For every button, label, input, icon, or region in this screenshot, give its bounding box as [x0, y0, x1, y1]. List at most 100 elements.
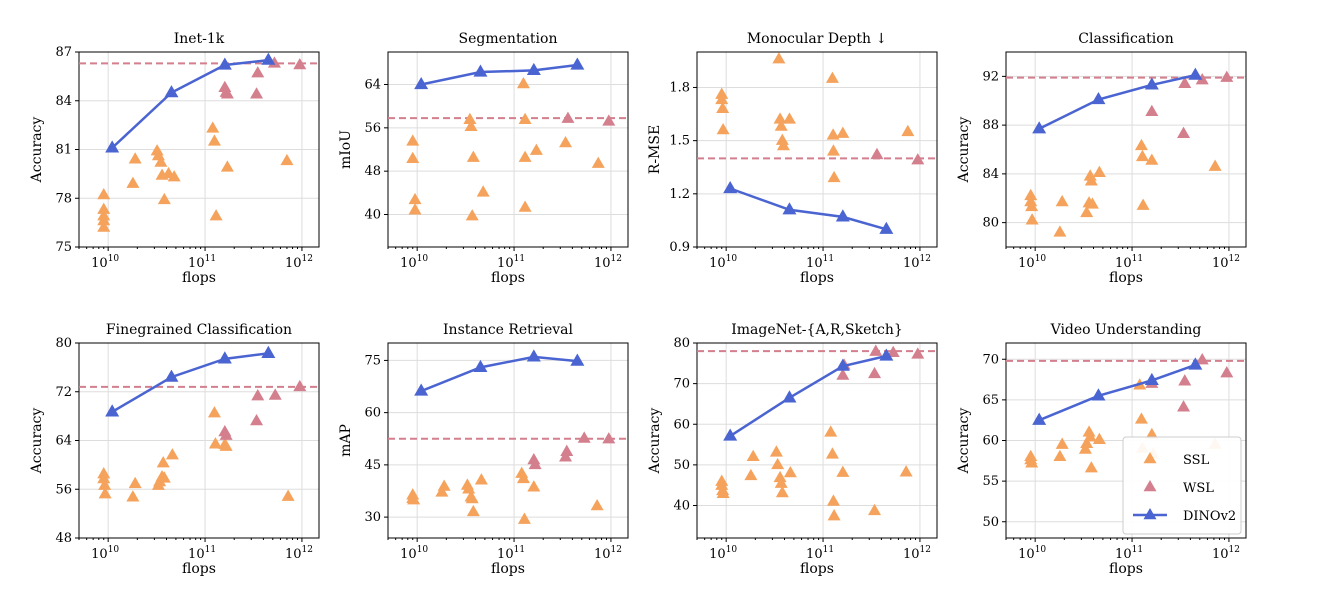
x-axis-label: flops	[182, 561, 216, 577]
dinov2-point	[1091, 388, 1106, 401]
ssl-point	[782, 112, 796, 124]
dinov2-point	[1144, 372, 1159, 386]
dinov2-point	[526, 62, 541, 76]
wsl-point	[250, 87, 264, 99]
x-tick-label: 1012	[1212, 254, 1240, 271]
ssl-point	[408, 192, 422, 205]
ssl-point	[773, 112, 787, 124]
wsl-point	[560, 444, 574, 456]
ssl-point	[825, 71, 839, 83]
ssl-point	[590, 498, 604, 511]
wsl-point	[219, 428, 233, 440]
wsl-point	[870, 147, 884, 160]
panel-7: 40 50 60 70 80 1010 1011 1012 ImageNet-{A,R,Sket…	[647, 322, 938, 577]
ssl-point	[716, 486, 730, 499]
ssl-point	[280, 153, 294, 166]
ssl-point	[776, 138, 790, 151]
legend-marker-dinov2	[1143, 507, 1157, 520]
x-tick-label: 1010	[400, 254, 428, 271]
wsl-point	[293, 57, 307, 70]
ssl-point	[435, 485, 449, 497]
y-tick-label: 80	[673, 336, 690, 351]
y-tick-label: 60	[364, 406, 381, 421]
ssl-point	[518, 200, 532, 212]
y-axis-label: Accuracy	[956, 117, 972, 184]
wsl-point	[1177, 126, 1191, 138]
panel-title: Segmentation	[459, 31, 558, 47]
ssl-point	[463, 112, 477, 125]
y-tick-label: 84	[55, 94, 72, 109]
ssl-point	[97, 213, 111, 226]
wsl-point	[267, 56, 281, 68]
ssl-point	[98, 478, 112, 490]
y-tick-label: 72	[55, 385, 72, 400]
ssl-point	[827, 509, 841, 521]
legend-label-wsl: WSL	[1183, 481, 1214, 496]
ssl-point	[1083, 430, 1097, 442]
wsl-point	[293, 379, 307, 392]
ssl-point	[157, 471, 171, 483]
axes-frame	[696, 51, 938, 248]
ssl-point	[826, 144, 840, 156]
ssl-point	[407, 493, 421, 505]
ssl-point	[1024, 194, 1038, 207]
x-tick-label: 1011	[806, 545, 834, 562]
ssl-point	[466, 504, 480, 517]
ssl-point	[1053, 225, 1067, 237]
ssl-point	[157, 192, 171, 205]
ssl-point	[868, 503, 882, 516]
ssl-point	[97, 187, 111, 200]
y-tick-label: 1.8	[669, 80, 690, 95]
ssl-point	[219, 439, 233, 451]
ssl-point	[465, 491, 479, 504]
dinov2-point	[1144, 77, 1159, 90]
x-tick-label: 1012	[285, 254, 313, 271]
y-tick-label: 60	[673, 417, 690, 432]
legend-label-dinov2: DINOv2	[1183, 509, 1236, 524]
ssl-point	[281, 489, 295, 501]
axes-frame	[387, 51, 629, 248]
y-tick-label: 65	[982, 393, 999, 408]
y-tick-label: 50	[673, 458, 690, 473]
dinov2-point	[723, 180, 738, 194]
y-tick-label: 87	[55, 45, 72, 60]
wsl-point	[577, 431, 591, 443]
ssl-point	[165, 448, 179, 460]
dinov2-line	[1038, 363, 1196, 422]
ssl-point	[1136, 198, 1150, 210]
dinov2-point	[1188, 357, 1203, 370]
y-tick-label: 84	[982, 167, 999, 182]
ssl-point	[1134, 412, 1148, 424]
ssl-point	[746, 449, 760, 462]
y-tick-label: 56	[364, 121, 381, 136]
ssl-point	[462, 482, 476, 494]
panel-4: 80 84 88 92 1010 1011 1012 Classification flops A…	[956, 31, 1247, 286]
ssl-point	[744, 468, 758, 481]
wsl-point	[1195, 73, 1209, 85]
y-tick-label: 50	[982, 515, 999, 530]
panel-title: Classification	[1078, 31, 1173, 47]
x-tick-label: 1012	[903, 545, 931, 562]
y-tick-label: 30	[364, 510, 381, 525]
ssl-point	[899, 465, 913, 477]
wsl-point	[869, 344, 883, 356]
y-axis-label: mIoU	[338, 130, 354, 169]
wsl-point	[868, 366, 882, 379]
ssl-point	[465, 209, 479, 221]
ssl-point	[1085, 197, 1099, 209]
ssl-point	[775, 133, 789, 145]
y-tick-label: 78	[55, 191, 72, 206]
legend: SSL WSL DINOv2	[1122, 436, 1242, 535]
ssl-point	[97, 202, 111, 214]
ssl-point	[1145, 427, 1159, 440]
x-tick-label: 1011	[1115, 254, 1143, 271]
dinov2-point	[570, 57, 585, 70]
ssl-point	[206, 121, 220, 133]
wsl-point	[1220, 70, 1234, 82]
ssl-point	[516, 76, 530, 89]
ssl-point	[824, 425, 838, 437]
wsl-point	[602, 432, 616, 444]
ssl-point	[126, 176, 140, 188]
y-tick-label: 64	[55, 434, 72, 449]
x-tick-label: 1011	[497, 254, 525, 271]
